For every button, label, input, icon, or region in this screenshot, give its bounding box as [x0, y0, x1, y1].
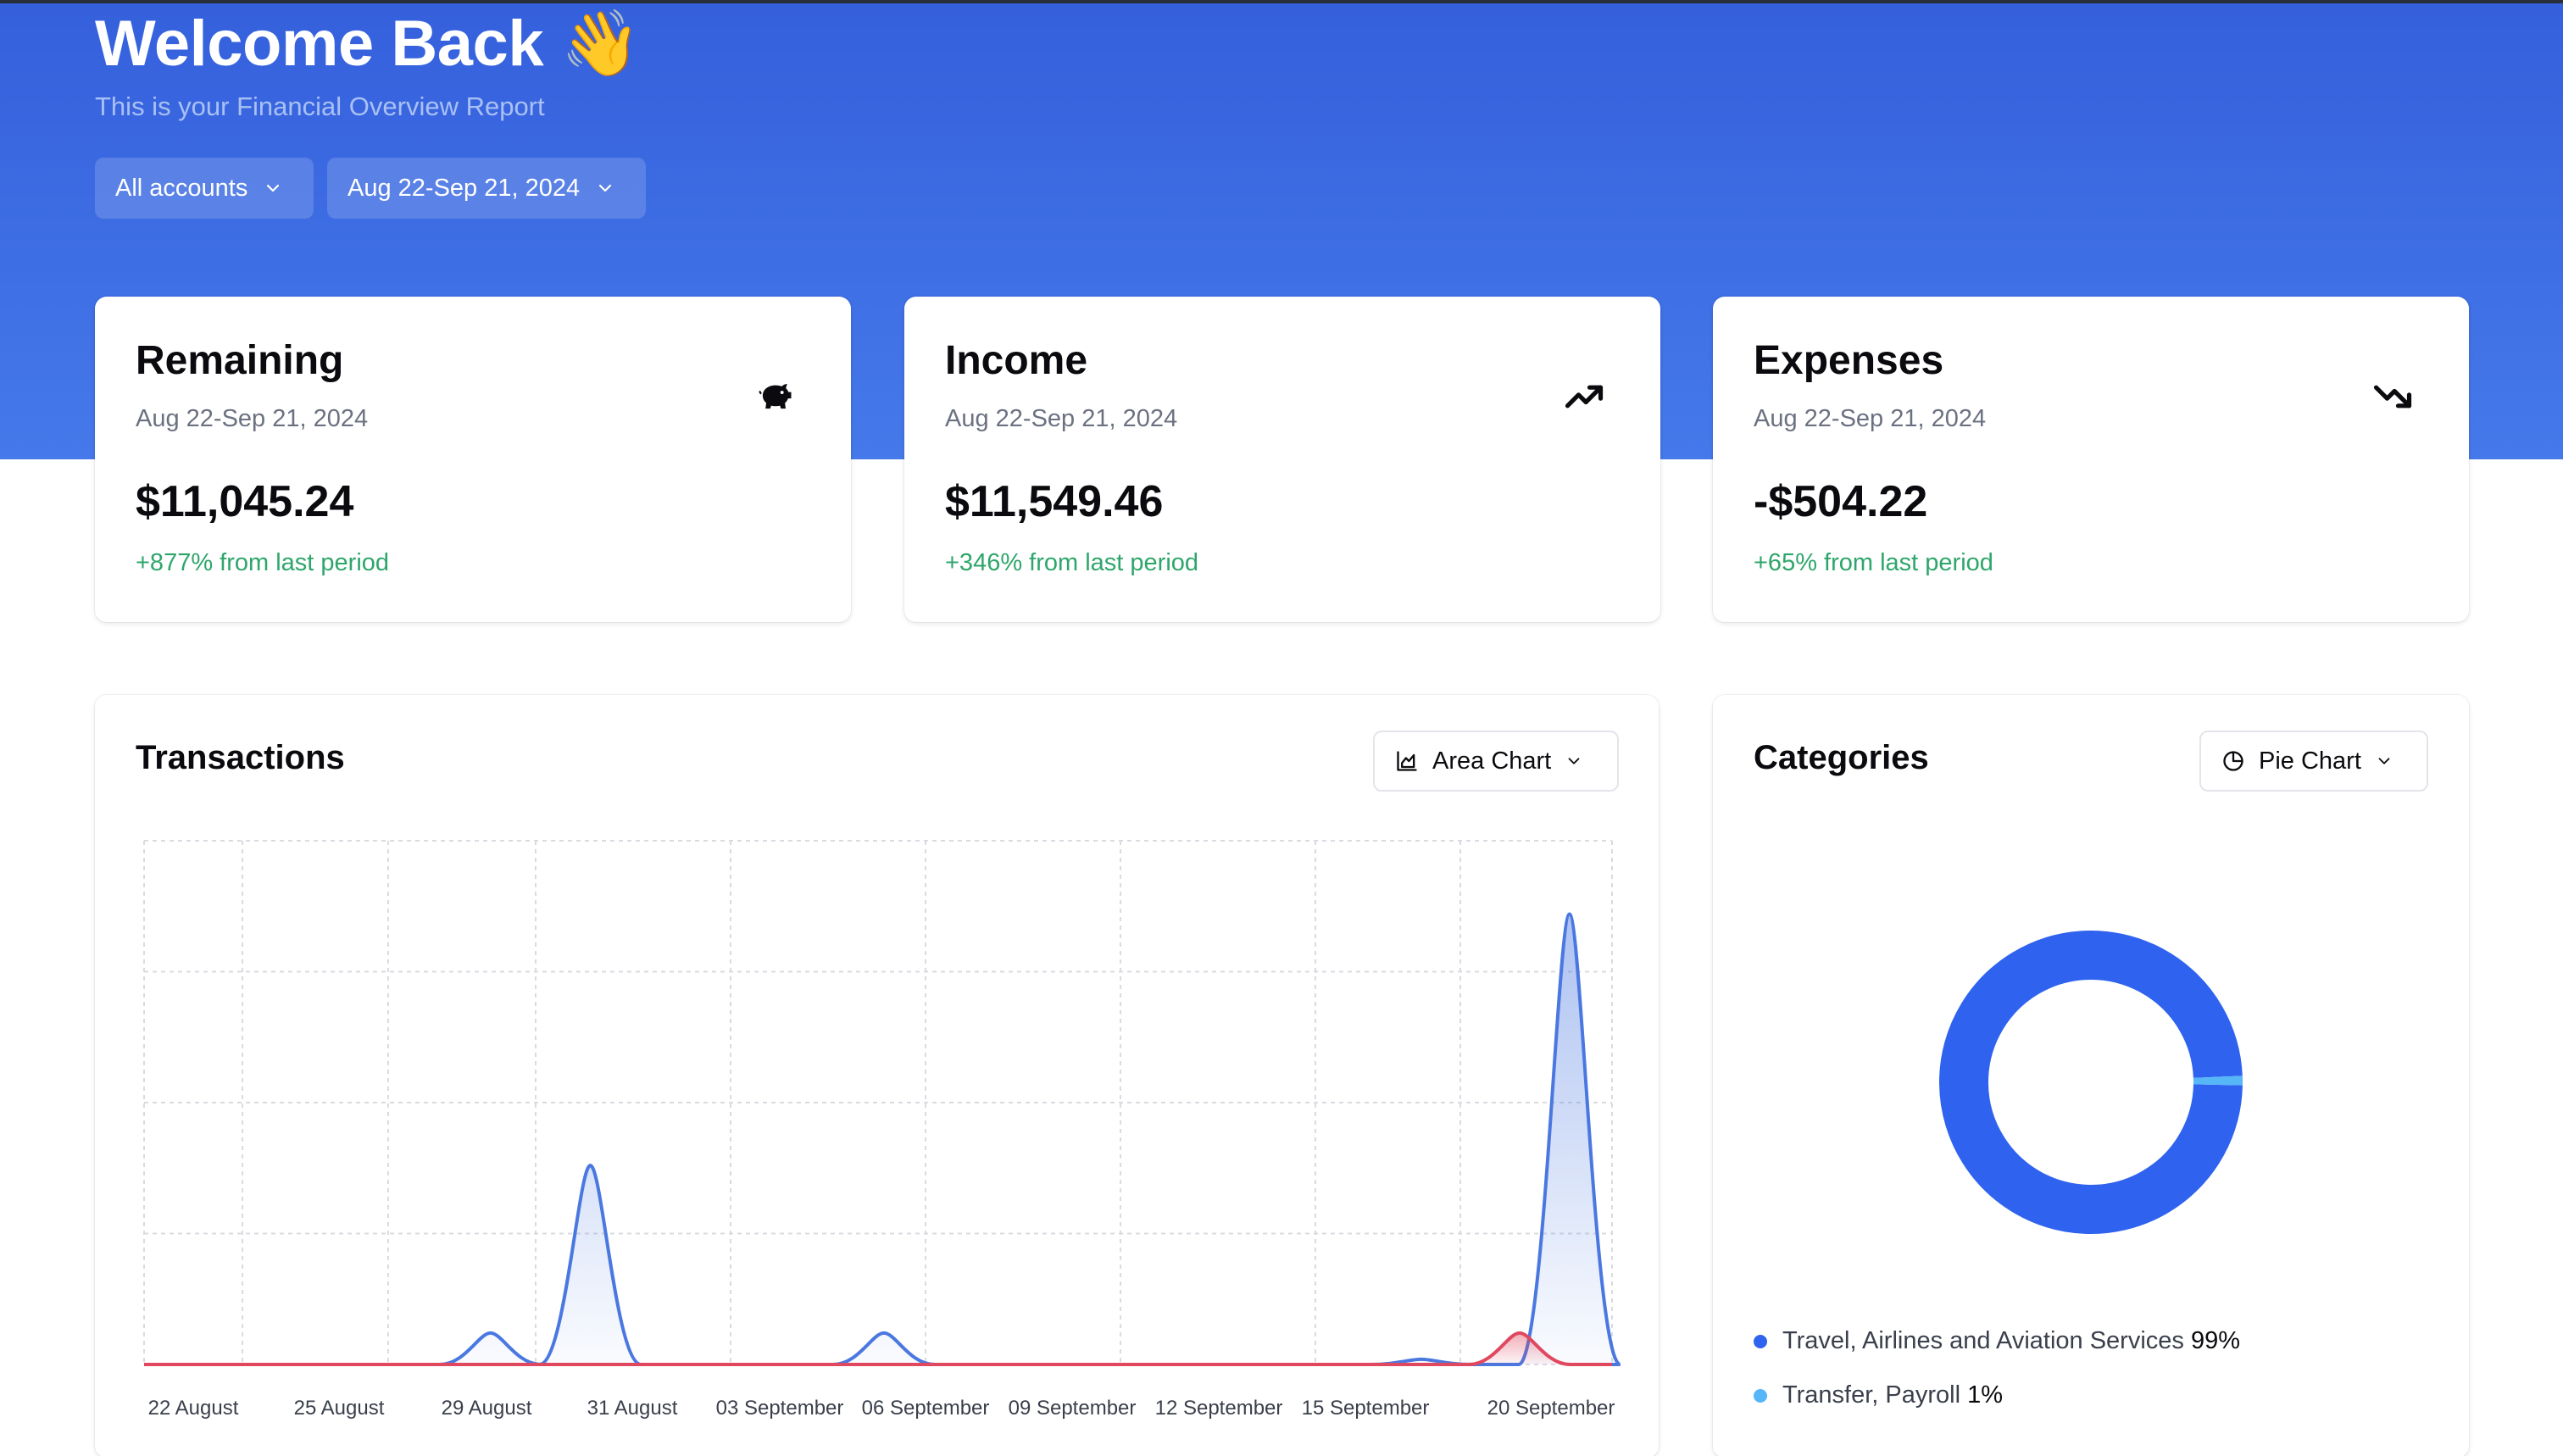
legend-item: Travel, Airlines and Aviation Services 9… [1754, 1327, 2240, 1355]
x-tick-label: 22 August [147, 1397, 239, 1420]
page-subtitle: This is your Financial Overview Report [95, 92, 545, 121]
x-tick-label: 03 September [715, 1397, 844, 1420]
legend-item: Transfer, Payroll 1% [1754, 1381, 2003, 1409]
chevron-down-icon [1568, 758, 1580, 764]
account-filter-label: All accounts [115, 174, 248, 202]
card-title: Remaining [136, 338, 344, 383]
chart-type-select[interactable]: Area Chart [1373, 731, 1619, 792]
series-line-expenses [144, 1331, 1612, 1366]
category-chart-type-select[interactable]: Pie Chart [2199, 731, 2428, 792]
x-tick-label: 20 September [1487, 1397, 1615, 1420]
pie-chart-icon [2223, 751, 2243, 771]
card-change: +877% from last period [136, 549, 390, 576]
page-title: Welcome Back 👋 [95, 8, 641, 80]
x-tick-label: 12 September [1154, 1397, 1283, 1420]
legend-dot [1754, 1388, 1767, 1403]
transactions-title: Transactions [136, 739, 345, 776]
piggy-bank-icon [753, 375, 797, 419]
account-filter-button[interactable]: All accounts [95, 158, 314, 219]
card-date: Aug 22-Sep 21, 2024 [1754, 405, 1987, 432]
x-tick-label: 15 September [1301, 1397, 1430, 1420]
donut-slice [1939, 931, 2243, 1234]
legend-label: Transfer, Payroll [1782, 1381, 1961, 1409]
transactions-panel: Transactions Area Chart 22 August 25 Augu… [95, 695, 1659, 1456]
series-line-income [144, 912, 1621, 1366]
x-tick-label: 31 August [587, 1397, 678, 1420]
chart-type-label: Area Chart [1432, 747, 1552, 775]
card-value: $11,549.46 [945, 477, 1164, 526]
category-chart-type-label: Pie Chart [2259, 747, 2361, 775]
date-range-filter-label: Aug 22-Sep 21, 2024 [347, 174, 581, 202]
card-title: Expenses [1754, 338, 1944, 383]
categories-title: Categories [1754, 739, 1929, 776]
x-tick-label: 06 September [861, 1397, 990, 1420]
categories-donut-chart [1939, 931, 2243, 1234]
card-date: Aug 22-Sep 21, 2024 [136, 405, 369, 432]
expenses-card: Expenses Aug 22-Sep 21, 2024 -$504.22 +6… [1713, 297, 2469, 622]
chevron-down-icon [599, 184, 612, 192]
x-tick-label: 09 September [1008, 1397, 1137, 1420]
card-date: Aug 22-Sep 21, 2024 [945, 405, 1178, 432]
series-area-income [144, 914, 1621, 1364]
legend-percent: 1% [1967, 1381, 2004, 1409]
trending-up-icon [1562, 375, 1606, 419]
card-title: Income [945, 338, 1088, 383]
card-change: +346% from last period [945, 549, 1199, 576]
card-value: $11,045.24 [136, 477, 354, 526]
date-range-filter-button[interactable]: Aug 22-Sep 21, 2024 [327, 158, 646, 219]
chart-grid [143, 840, 1613, 1365]
legend-label: Travel, Airlines and Aviation Services [1782, 1327, 2184, 1354]
transactions-area-chart [143, 840, 1621, 1366]
legend-dot [1754, 1334, 1767, 1348]
remaining-card: Remaining Aug 22-Sep 21, 2024 $11,045.24… [95, 297, 851, 622]
trending-down-icon [2371, 375, 2415, 419]
x-tick-label: 29 August [441, 1397, 532, 1420]
chevron-down-icon [2378, 758, 2390, 764]
x-tick-label: 25 August [293, 1397, 385, 1420]
card-change: +65% from last period [1754, 549, 1993, 576]
legend-percent: 99% [2190, 1327, 2241, 1354]
chevron-down-icon [267, 184, 280, 192]
income-card: Income Aug 22-Sep 21, 2024 $11,549.46 +3… [904, 297, 1660, 622]
area-chart-icon [1397, 751, 1417, 771]
card-value: -$504.22 [1754, 477, 1928, 526]
categories-panel: Categories Pie Chart Travel, Airlines an… [1713, 695, 2469, 1456]
